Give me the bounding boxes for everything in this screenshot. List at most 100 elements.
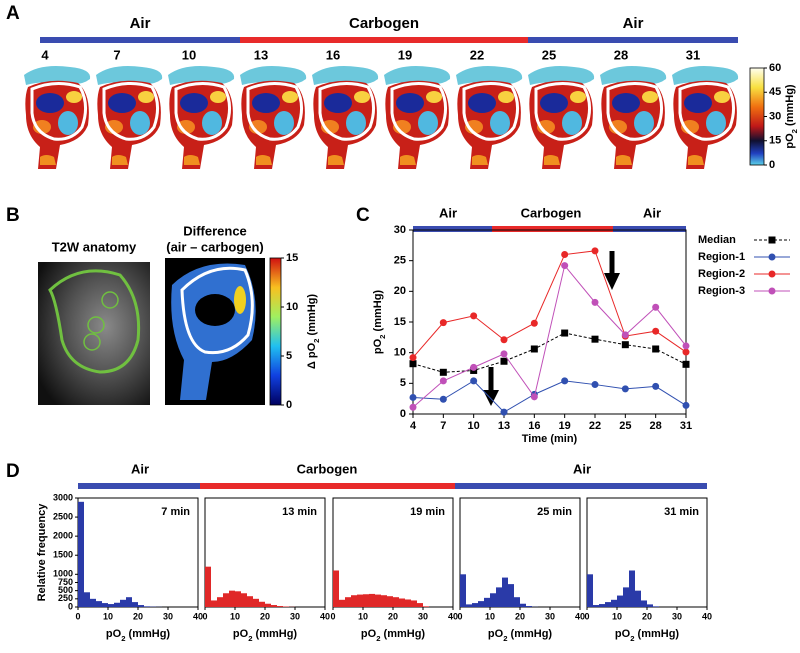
- time-label: 7: [113, 47, 120, 62]
- histogram-bar: [96, 601, 102, 607]
- colorbar-tick-label: 0: [286, 399, 292, 411]
- y-tick-label: 1500: [53, 550, 73, 560]
- histogram-bar: [381, 595, 387, 607]
- histogram-bar: [235, 591, 241, 607]
- histogram-bar: [108, 604, 114, 607]
- x-axis-label-part: pO: [361, 628, 377, 640]
- x-tick-label: 0: [330, 611, 335, 621]
- phase-label: Carbogen: [521, 205, 582, 220]
- marker: [410, 354, 417, 361]
- series-line: [413, 333, 686, 372]
- colorbar-tick-label: 60: [769, 62, 781, 74]
- marker: [470, 377, 477, 384]
- marker: [561, 330, 568, 337]
- x-axis-label: Time (min): [522, 433, 578, 445]
- colorbar-label-part: Δ pO: [306, 342, 318, 369]
- x-tick-label: 30: [418, 611, 428, 621]
- marker: [531, 393, 538, 400]
- phase-bar: [613, 226, 686, 232]
- legend-label: Median: [698, 234, 736, 246]
- marker: [410, 404, 417, 411]
- image-title: (air – carbogen): [166, 239, 264, 254]
- x-axis-label-part: (mmHg): [380, 628, 425, 640]
- x-tick-label: 30: [290, 611, 300, 621]
- x-tick-label: 20: [515, 611, 525, 621]
- histogram-bar: [205, 567, 211, 607]
- phase-bar: [78, 483, 200, 489]
- difference-map: [195, 294, 235, 326]
- x-axis-label-part: pO: [615, 628, 631, 640]
- histogram-bar: [393, 597, 399, 607]
- time-label: 28: [614, 47, 628, 62]
- brain-map: [312, 66, 378, 169]
- brain-map: [96, 66, 162, 169]
- histogram-bar: [496, 587, 502, 607]
- x-tick-label: 31: [680, 420, 692, 432]
- histogram-bar: [114, 603, 120, 607]
- x-tick-label: 13: [498, 420, 510, 432]
- phase-label: Carbogen: [349, 15, 419, 32]
- brain-map: [384, 66, 450, 169]
- colorbar-label-part: (mmHg): [306, 294, 318, 339]
- colorbar-tick-label: 5: [286, 350, 292, 362]
- marker: [531, 320, 538, 327]
- histogram-bar: [617, 596, 623, 607]
- histogram-bar: [102, 603, 108, 607]
- histogram-bar: [120, 600, 126, 607]
- x-axis-label-part: pO: [488, 628, 504, 640]
- histogram-bar: [247, 596, 253, 607]
- marker: [410, 394, 417, 401]
- x-axis-label-part: pO: [233, 628, 249, 640]
- histogram-bar: [369, 594, 375, 607]
- histogram-title: 25 min: [537, 506, 572, 518]
- time-label: 4: [41, 47, 49, 62]
- legend-marker: [769, 254, 776, 261]
- marker: [440, 369, 447, 376]
- histogram-bar: [375, 595, 381, 607]
- time-label: 16: [326, 47, 340, 62]
- histogram-bar: [520, 604, 526, 607]
- marker: [622, 341, 629, 348]
- phase-label: Air: [623, 15, 644, 32]
- histogram-bar: [635, 591, 641, 607]
- histogram-bar: [265, 604, 271, 607]
- y-tick-label: 20: [394, 285, 406, 297]
- colorbar-label: pO2 (mmHg): [784, 84, 799, 149]
- histogram-bar: [339, 600, 345, 607]
- histogram-bar: [526, 606, 532, 607]
- brain-map: [600, 66, 666, 169]
- x-tick-label: 20: [260, 611, 270, 621]
- y-axis-label-part: pO: [372, 338, 384, 354]
- marker: [440, 319, 447, 326]
- x-tick-label: 20: [642, 611, 652, 621]
- y-tick-label: 30: [394, 224, 406, 236]
- x-tick-label: 25: [619, 420, 631, 432]
- phase-bar: [455, 483, 707, 489]
- phase-bar: [413, 226, 492, 232]
- histogram-bar: [84, 592, 90, 607]
- x-tick-label: 10: [103, 611, 113, 621]
- y-axis-label: pO2 (mmHg): [372, 290, 387, 355]
- marker: [501, 336, 508, 343]
- x-tick-label: 0: [202, 611, 207, 621]
- histogram-bar: [605, 602, 611, 607]
- legend-label: Region-1: [698, 251, 745, 263]
- colorbar-tick-label: 30: [769, 110, 781, 122]
- brain-map: [456, 66, 522, 169]
- image-title: Difference: [183, 223, 247, 238]
- marker: [622, 331, 629, 338]
- marker: [652, 304, 659, 311]
- colorbar: [270, 258, 281, 405]
- time-label: 25: [542, 47, 556, 62]
- legend-marker: [769, 271, 776, 278]
- marker: [683, 349, 690, 356]
- x-tick-label: 30: [545, 611, 555, 621]
- marker: [683, 361, 690, 368]
- histogram-title: 31 min: [664, 506, 699, 518]
- phase-label: Air: [130, 15, 151, 32]
- legend-label: Region-3: [698, 285, 745, 297]
- histogram-bar: [647, 604, 653, 607]
- panel-label: B: [6, 205, 20, 226]
- brain-maps: [24, 66, 738, 169]
